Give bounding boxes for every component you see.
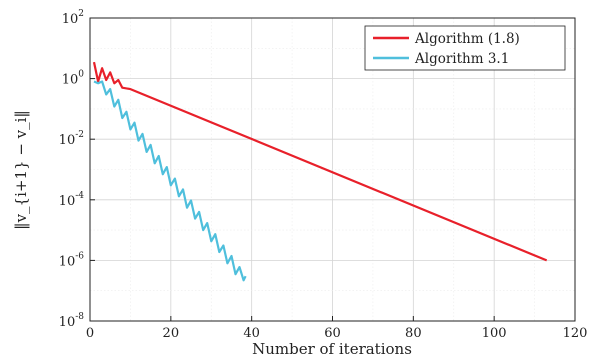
y-tick-label: 10-8 <box>59 312 85 330</box>
y-axis: 10-8 10-6 10-4 10-2 100 102 <box>59 9 95 330</box>
x-tick-label: 100 <box>482 326 507 341</box>
x-tick-label: 40 <box>243 326 260 341</box>
y-tick-label: 102 <box>62 9 84 27</box>
legend-label-algorithm-1-8: Algorithm (1.8) <box>414 31 520 47</box>
legend: Algorithm (1.8) Algorithm 3.1 <box>364 25 566 71</box>
x-axis: 0 20 40 60 80 100 120 <box>86 316 588 341</box>
legend-box <box>364 25 566 71</box>
x-tick-label: 80 <box>405 326 422 341</box>
y-tick-label: 10-4 <box>59 191 85 209</box>
series-line-algorithm-1-8 <box>92 61 548 262</box>
series-layer <box>92 61 548 282</box>
legend-label-algorithm-3-1: Algorithm 3.1 <box>414 51 509 67</box>
x-tick-label: 0 <box>86 326 94 341</box>
y-tick-label: 100 <box>62 70 85 88</box>
x-tick-label: 20 <box>163 326 180 341</box>
x-tick-label: 120 <box>563 326 588 341</box>
series-line-algorithm-3-1 <box>93 80 247 282</box>
x-axis-title: Number of iterations <box>252 340 412 358</box>
x-tick-label: 60 <box>324 326 341 341</box>
y-tick-label: 10-2 <box>59 130 84 148</box>
y-tick-label: 10-6 <box>59 251 85 269</box>
y-axis-title: ‖v_{i+1} − v_i‖ <box>12 110 30 230</box>
